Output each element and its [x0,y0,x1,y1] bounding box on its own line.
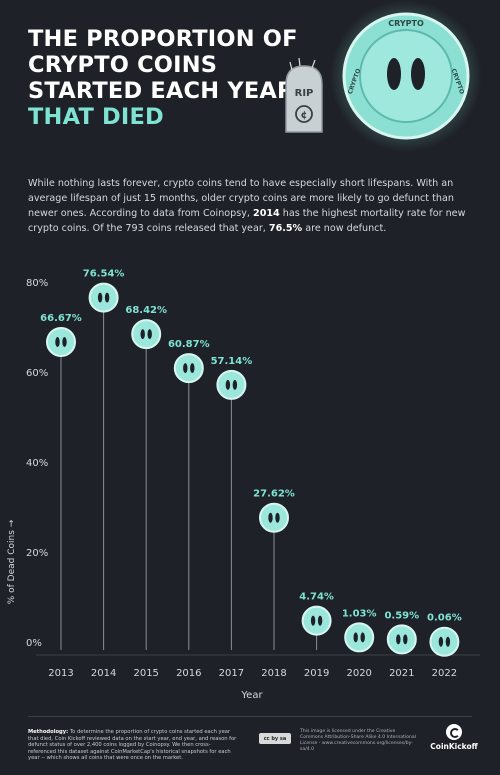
data-label: 0.06% [427,613,462,624]
data-label: 0.59% [384,610,419,621]
y-tick-label: 40% [26,458,48,469]
data-point-marker [88,282,119,313]
intro-text: While nothing lasts forever, crypto coin… [28,176,474,236]
crypto-coin-icon: CRYPTO CRYPTO CRYPTO [330,0,482,152]
data-point-marker [216,369,247,400]
marker-eye [104,292,110,303]
marker-eye [147,329,152,340]
data-point-marker [429,626,460,657]
marker-eye [183,363,188,374]
marker-eye [310,615,316,626]
x-tick-label: 2013 [48,668,73,679]
intro-highlight-year: 2014 [253,208,280,219]
brand: CoinKickoff [424,724,484,751]
x-tick-label: 2014 [91,668,116,679]
x-tick-label: 2020 [346,668,371,679]
x-tick-label: 2015 [133,668,158,679]
tombstone-label: RIP [295,88,314,99]
marker-eye [275,512,280,523]
data-label: 68.42% [125,305,167,316]
creative-commons-icon: cc by sa [259,733,291,744]
hero-illustration: RIP ¢ CRYPTO CRYPTO CRYPTO [285,0,482,152]
x-tick-label: 2016 [176,668,201,679]
cc-badge-label: cc by sa [263,735,287,742]
marker-eye [140,329,145,340]
coinkickoff-logo-icon [446,724,462,740]
marker-eye [268,512,273,523]
data-point-marker [301,605,332,636]
tombstone-icon: RIP ¢ [285,57,323,133]
dead-coins-chart: 80% 60% 40% 20% 0% % of Dead Coins → 66.67% 201… [7,269,480,701]
marker-eye [353,632,358,643]
methodology-note: Methodology: To determine the proportion… [28,729,238,762]
intro-part-2: has the highest mortality rate for new c… [28,208,466,234]
x-tick-label: 2019 [304,668,329,679]
y-tick-label: 80% [26,278,48,289]
data-label: 60.87% [168,339,210,350]
data-label: 76.54% [83,269,125,280]
marker-eye [396,634,401,645]
x-tick-label: 2017 [219,668,244,679]
marker-eye [55,336,60,347]
data-label: 57.14% [211,356,253,367]
footer-divider [28,716,472,717]
data-label: 1.03% [342,608,377,619]
data-point-marker [344,622,375,653]
x-tick-label: 2022 [432,668,457,679]
y-tick-label: 0% [26,638,42,649]
svg-text:¢: ¢ [301,110,308,121]
marker-eye [190,363,195,374]
methodology-label: Methodology: [28,729,69,735]
title-main: THE PROPORTION OF CRYPTO COINS STARTED E… [28,26,298,104]
marker-eye [360,632,365,643]
x-tick-label: 2021 [389,668,414,679]
marker-eye [317,615,323,626]
marker-eye [62,336,67,347]
marker-eye [232,379,238,390]
marker-eye [403,634,408,645]
data-point-marker [131,319,162,350]
data-point-marker [173,353,204,384]
title-accent: THAT DIED [28,104,164,130]
marker-eye [97,292,103,303]
marker-eye [445,636,451,647]
data-point-marker [386,624,417,655]
marker-eye [225,379,231,390]
coin-text-top: CRYPTO [388,19,424,28]
y-axis-label: % of Dead Coins → [7,519,17,604]
brand-name: CoinKickoff [430,742,478,751]
methodology-text: To determine the proportion of crypto co… [28,729,237,762]
page-title: THE PROPORTION OF CRYPTO COINS STARTED E… [28,26,328,130]
x-axis-label: Year [240,690,263,701]
data-point-marker [259,502,289,533]
data-point-marker [46,326,76,357]
license-note: This image is licensed under the Creativ… [300,729,416,752]
intro-part-3: are now defunct. [302,223,387,234]
data-label: 4.74% [299,592,334,603]
marker-eye [438,636,444,647]
intro-part-1: While nothing lasts forever, crypto coin… [28,178,454,219]
y-tick-label: 20% [26,548,48,559]
intro-highlight-percent: 76.5% [268,223,303,234]
data-label: 66.67% [40,313,82,324]
y-tick-label: 60% [26,368,48,379]
x-tick-label: 2018 [261,668,286,679]
data-label: 27.62% [253,489,295,500]
